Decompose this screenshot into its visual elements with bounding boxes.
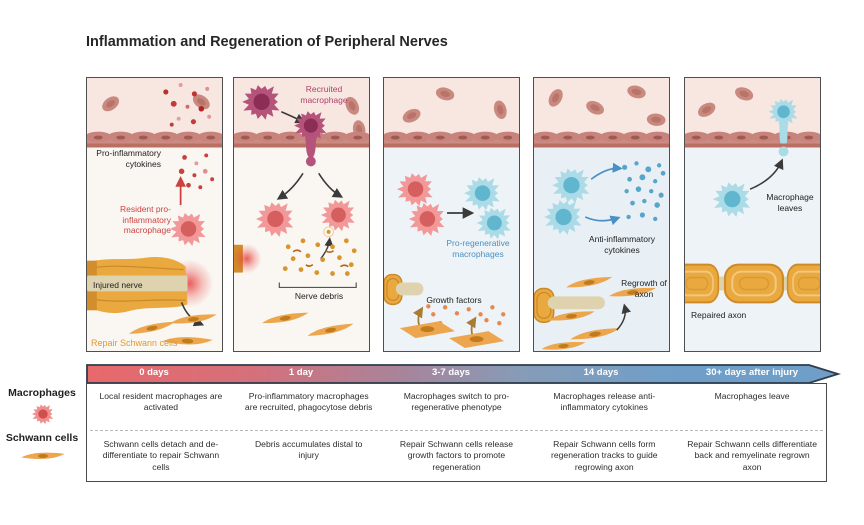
- differentiation-arrow-right: [318, 172, 344, 198]
- label-injured-nerve: Injured nerve: [93, 280, 143, 290]
- extravasation-tail: [304, 135, 317, 158]
- panel-14-days: Anti-inflammatory cytokines Regrowth of …: [533, 77, 670, 352]
- label-repaired-axon: Repaired axon: [691, 310, 747, 320]
- label-regrowth-of-axon: Regrowth of axon: [621, 278, 667, 299]
- panel-14-days-artwork: [534, 78, 669, 351]
- intravasation-tail: [778, 121, 789, 144]
- label-anti-inflammatory-cytokines: Anti-inflammatory cytokines: [588, 234, 656, 255]
- cytokine-release-arrow: [584, 215, 621, 226]
- vessel-wall: [534, 131, 669, 148]
- panel-3-7-days: Pro-regenerative macrophages Growth fact…: [383, 77, 520, 352]
- myelin-segment: [723, 263, 784, 304]
- injury-glow: [234, 243, 262, 274]
- macrophage-cell-3: Macrophages release anti-inflammatory cy…: [553, 391, 656, 413]
- macrophage-cell-0: Local resident macrophages are activated: [99, 391, 223, 413]
- dedifferentiation-arrow: [180, 302, 205, 327]
- intravasation-droplet: [778, 146, 789, 157]
- panel-30-plus-days-artwork: [685, 78, 820, 351]
- cytokine-dots-released: [178, 153, 215, 190]
- regrowing-axon: [547, 296, 605, 310]
- debris-bracket: [278, 282, 357, 289]
- panel-1-day-artwork: [234, 78, 369, 351]
- panel-3-7-days-artwork: [384, 78, 519, 351]
- tissue-background: [685, 139, 820, 351]
- label-growth-factors: Growth factors: [426, 295, 482, 305]
- timeline-stage-0: 0 days: [139, 367, 169, 378]
- label-repair-schwann-cells: Repair Schwann cells: [91, 338, 178, 348]
- schwann-cell-2: Repair Schwann cells release growth fact…: [399, 439, 514, 472]
- extravasation-droplet: [305, 156, 316, 167]
- nerve-texture: [88, 297, 186, 302]
- timeline-arrow-shape: [86, 364, 842, 384]
- cytokine-dots-in-vessel: [163, 82, 212, 127]
- myelin-segment: [786, 263, 820, 304]
- label-macrophage-leaves: Macrophage leaves: [766, 192, 814, 213]
- panel-1-day: Recruited macrophage Nerve debris: [233, 77, 370, 352]
- debris-fragments: [292, 249, 349, 268]
- anti-inflammatory-cytokine-dots: [622, 161, 666, 222]
- vessel-wall: [384, 131, 519, 148]
- panel-30-plus-days: Macrophage leaves Repaired axon: [684, 77, 821, 352]
- label-nerve-debris: Nerve debris: [294, 291, 344, 301]
- differentiation-arrow-left: [276, 172, 304, 200]
- timeline-stage-1: 1 day: [288, 367, 314, 378]
- leaving-arrow: [749, 158, 784, 190]
- timeline-stage-3: 14 days: [583, 367, 619, 378]
- timeline-arrow: 0 days 1 day 3-7 days 14 days 30+ days a…: [86, 363, 846, 385]
- vessel-wall: [87, 131, 222, 148]
- regrowing-axon-tip: [395, 282, 424, 296]
- cytokine-release-arrow: [590, 162, 623, 180]
- legend-schwann-cells-label: Schwann cells: [5, 432, 79, 444]
- schwann-cell-icon: [21, 452, 65, 459]
- label-resident-macrophage: Resident pro-inflammatory macrophage: [119, 204, 171, 236]
- schwann-cell-0: Schwann cells detach and de-differentiat…: [102, 439, 220, 472]
- secretion-arrow: [412, 306, 424, 327]
- panel-0-days: Pro-inflammatory cytokines Resident pro-…: [86, 77, 223, 352]
- schwann-cell-1: Debris accumulates distal to injury: [254, 439, 363, 461]
- legend-macrophages-label: Macrophages: [8, 387, 76, 399]
- phagocytosis-arrow: [320, 237, 334, 260]
- tissue-background: [534, 139, 669, 351]
- figure-title: Inflammation and Regeneration of Periphe…: [86, 34, 448, 50]
- schwann-nucleus: [420, 326, 435, 333]
- macrophage-cell-4: Macrophages leave: [714, 391, 790, 401]
- table-row-divider: [90, 430, 823, 431]
- schwann-cell-3: Repair Schwann cells form regeneration t…: [551, 439, 658, 472]
- myelin-segment: [685, 263, 720, 304]
- panel-0-days-artwork: [87, 78, 222, 351]
- schwann-nucleus: [469, 336, 484, 343]
- track-guidance-arrow: [616, 303, 631, 331]
- debris-particle: [326, 229, 331, 234]
- macrophage-cell-1: Pro-inflammatory macrophages are recruit…: [244, 391, 373, 413]
- axon-band: [87, 275, 188, 292]
- label-recruited-macrophage: Recruited macrophage: [300, 84, 348, 105]
- schwann-cell-4: Repair Schwann cells differentiate back …: [687, 439, 817, 472]
- stage-table: Local resident macrophages are activated…: [86, 383, 827, 482]
- label-pro-inflammatory-cytokines: Pro-inflammatory cytokines: [96, 148, 161, 169]
- tissue-background: [234, 139, 369, 351]
- macrophage-cell-2: Macrophages switch to pro-regenerative p…: [403, 391, 510, 413]
- macrophage-icon: [31, 404, 54, 425]
- label-pro-regenerative-macrophages: Pro-regenerative macrophages: [446, 238, 510, 259]
- timeline-stage-4: 30+ days after injury: [705, 367, 799, 378]
- nerve-debris-dots: [282, 238, 357, 276]
- tissue-background: [384, 139, 519, 351]
- timeline-stage-2: 3-7 days: [431, 367, 471, 378]
